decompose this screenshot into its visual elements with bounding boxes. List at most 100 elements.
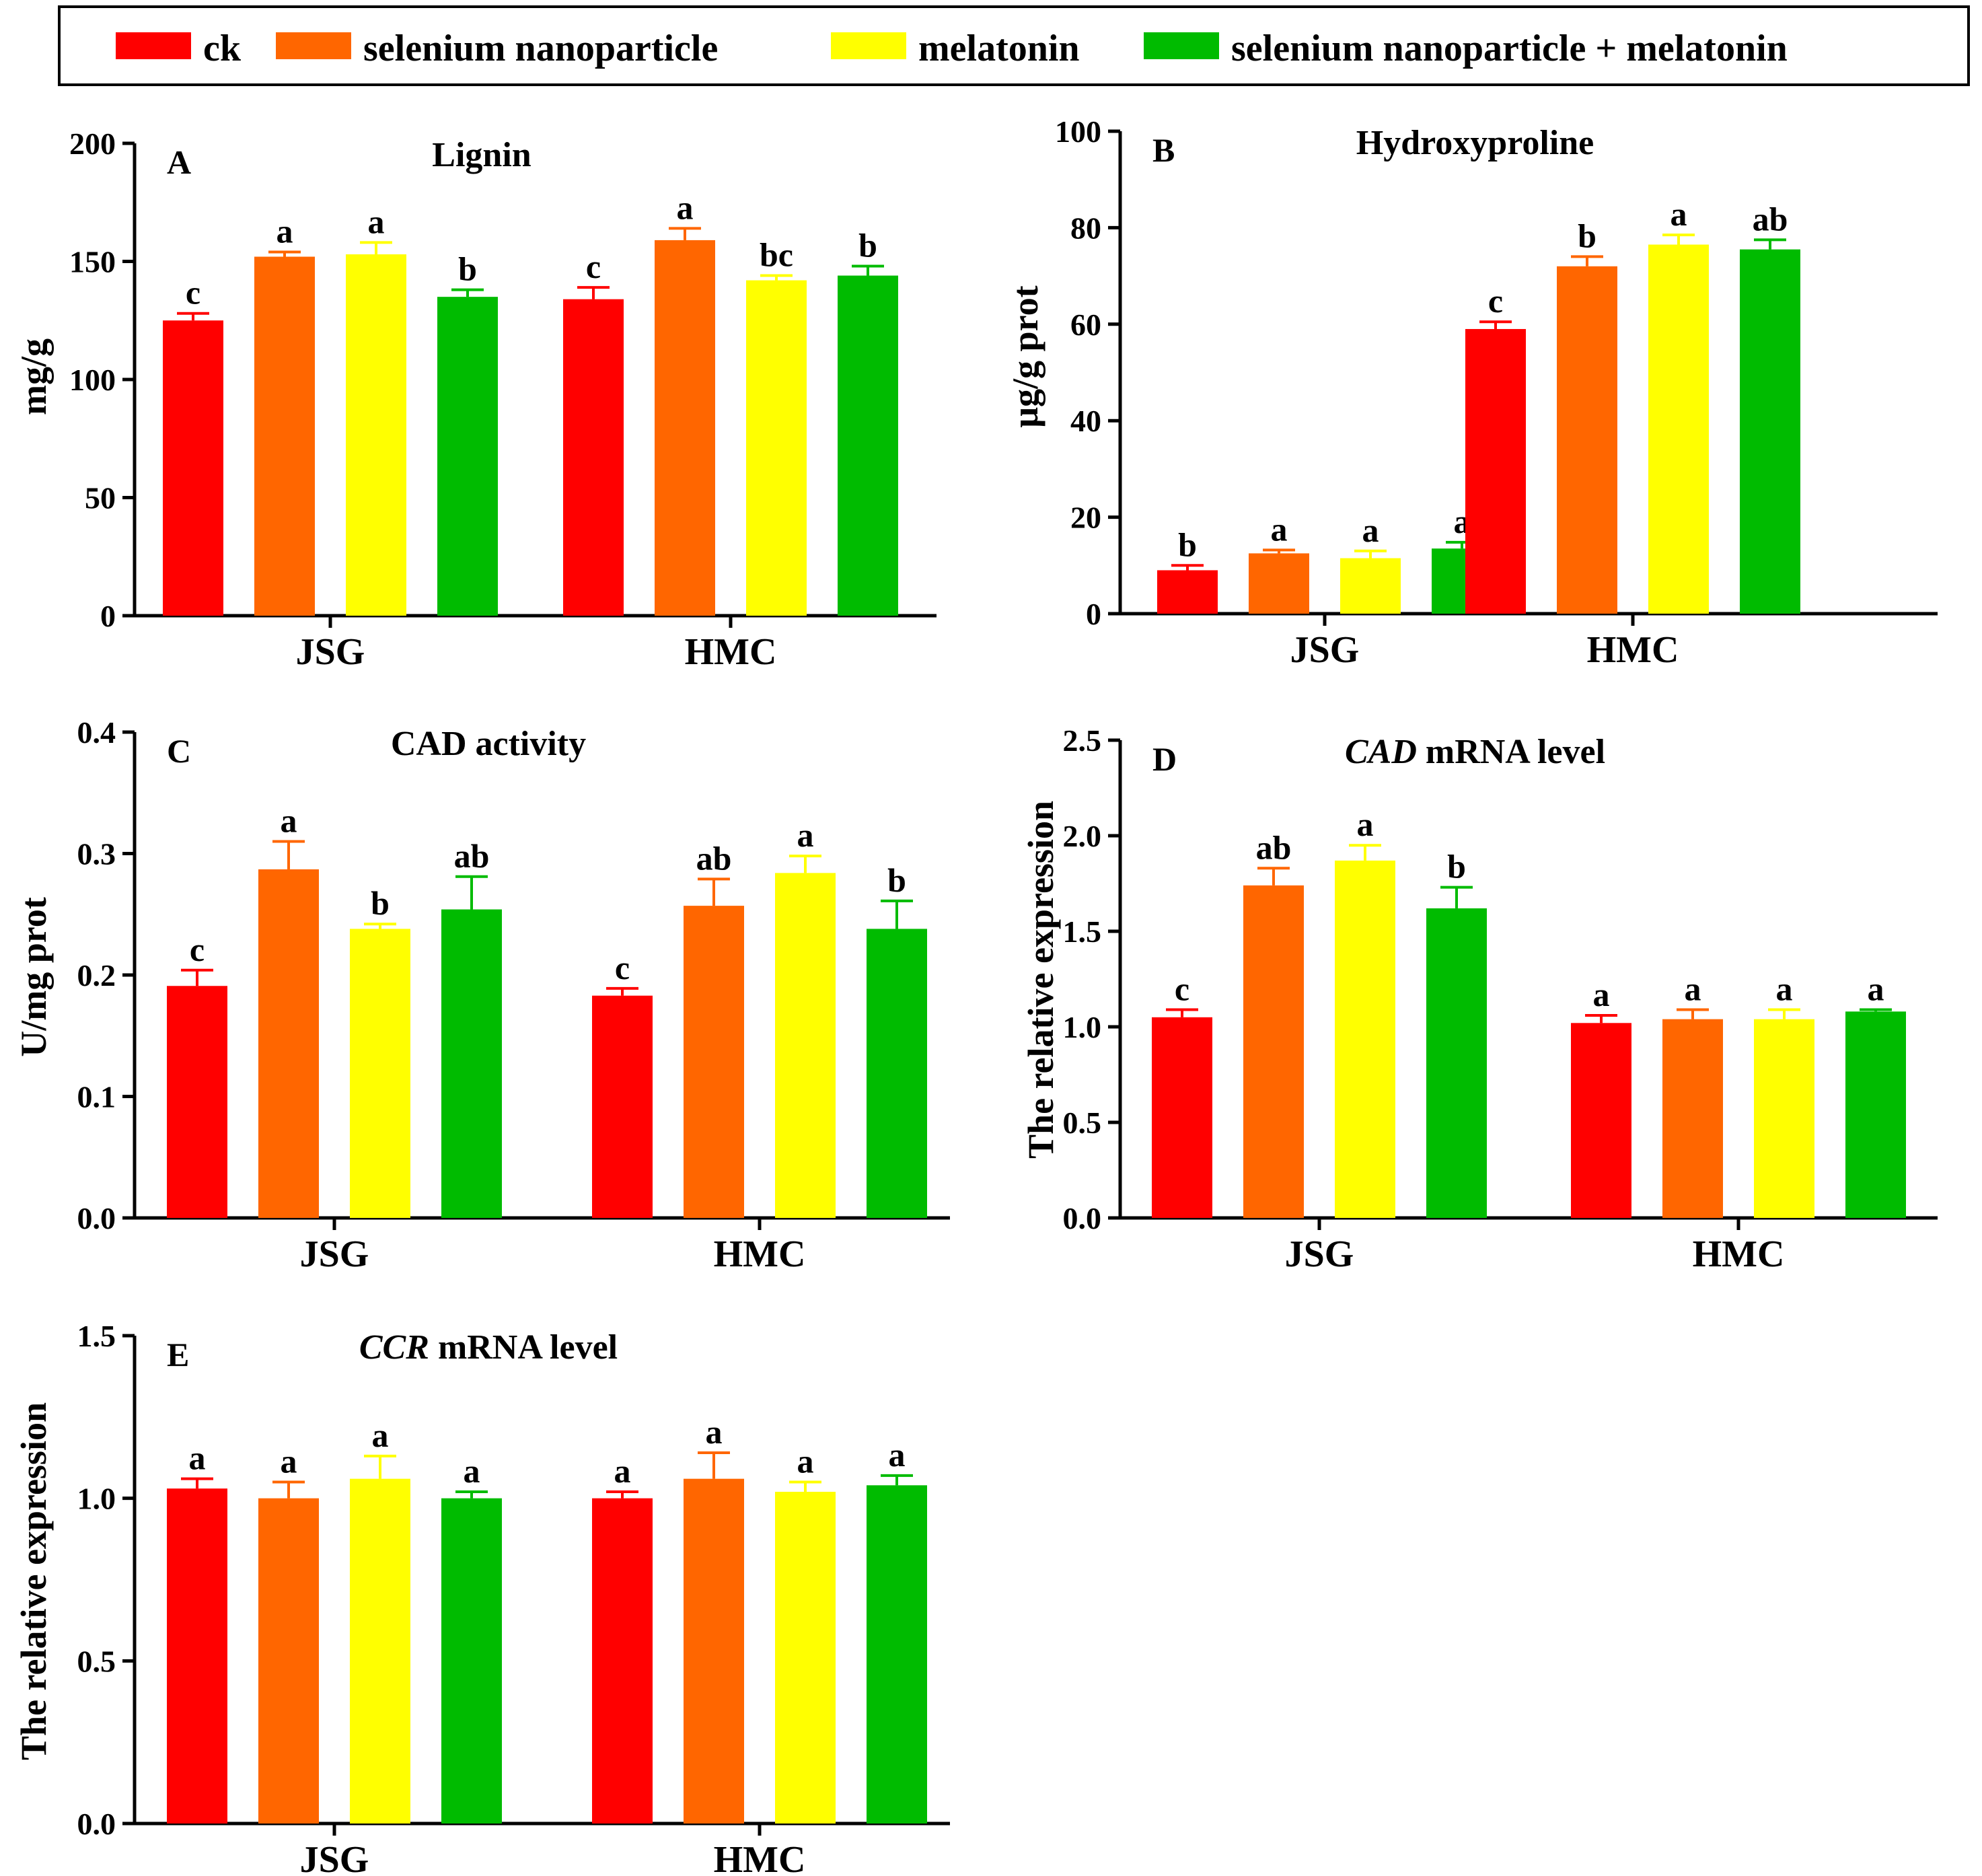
y-tick-label: 0 xyxy=(1086,597,1101,631)
chart-title: Lignin xyxy=(432,136,531,174)
panel-letter: C xyxy=(167,732,191,770)
significance-label: a xyxy=(1593,976,1610,1013)
significance-label: a xyxy=(1271,510,1288,548)
significance-label: a xyxy=(614,1452,631,1490)
bar xyxy=(258,1498,319,1824)
significance-label: a xyxy=(797,816,814,854)
x-tick-label: JSG xyxy=(1285,1233,1354,1275)
panel-letter: E xyxy=(167,1336,189,1373)
legend-label-combined: selenium nanoparticle + melatonin xyxy=(1231,28,1788,69)
significance-label: b xyxy=(1578,217,1596,254)
y-tick-label: 0.5 xyxy=(77,1644,116,1678)
significance-label: b xyxy=(1447,848,1466,886)
x-tick-label: JSG xyxy=(300,1839,369,1876)
significance-label: a xyxy=(189,1439,206,1477)
chart-title-text: mRNA level xyxy=(1417,733,1605,771)
bar xyxy=(441,1498,502,1824)
bar xyxy=(1648,244,1709,614)
bar xyxy=(1152,1017,1212,1218)
bar xyxy=(684,1478,744,1824)
bar xyxy=(1157,570,1218,614)
bar xyxy=(867,929,927,1218)
significance-label: a xyxy=(797,1443,814,1480)
chart-title-text: CAD activity xyxy=(391,725,586,763)
significance-label: a xyxy=(1776,970,1793,1007)
bar xyxy=(592,1498,653,1824)
significance-label: a xyxy=(281,1443,297,1480)
y-tick-label: 1.5 xyxy=(77,1319,116,1353)
y-tick-label: 0.0 xyxy=(77,1201,116,1235)
y-axis-label: The relative expression xyxy=(1021,801,1061,1159)
chart-panel-d: 0.0 0.5 1.0 1.5 2.0 2.5 The relative expressio… xyxy=(1021,723,1938,1275)
bar xyxy=(1571,1023,1631,1218)
bar xyxy=(684,906,744,1218)
x-tick-label: JSG xyxy=(1290,629,1360,671)
bar xyxy=(1426,908,1487,1218)
y-tick-label: 1.0 xyxy=(77,1482,116,1516)
legend-swatch-combined xyxy=(1144,32,1219,59)
bar xyxy=(254,256,315,616)
x-tick-label: HMC xyxy=(1587,629,1679,671)
y-axis-label: The relative expression xyxy=(13,1402,54,1760)
legend: ck selenium nanoparticle melatonin selen… xyxy=(58,5,1970,86)
bar xyxy=(592,995,653,1218)
significance-label: b xyxy=(458,250,477,288)
bar xyxy=(350,929,410,1218)
y-tick-label: 60 xyxy=(1070,308,1101,342)
significance-label: a xyxy=(1868,970,1884,1007)
chart-title-italic: CCR xyxy=(359,1328,429,1367)
significance-label: b xyxy=(887,861,906,899)
chart-title: CAD mRNA level xyxy=(1345,733,1605,771)
chart-title-italic: CAD xyxy=(1345,733,1417,771)
significance-label: a xyxy=(277,212,293,250)
significance-label: b xyxy=(1178,526,1197,563)
panel-letter: D xyxy=(1152,740,1177,778)
significance-label: c xyxy=(586,248,601,285)
significance-label: a xyxy=(1357,805,1374,843)
bar xyxy=(775,873,836,1218)
bar xyxy=(1340,558,1401,614)
bar xyxy=(1845,1011,1906,1218)
y-tick-label: 0.0 xyxy=(1063,1201,1102,1235)
x-tick-label: HMC xyxy=(714,1839,806,1876)
significance-label: ab xyxy=(1753,200,1788,238)
x-tick-label: HMC xyxy=(685,631,777,673)
y-tick-label: 2.0 xyxy=(1063,819,1102,853)
legend-swatch-ck xyxy=(116,32,191,59)
y-tick-label: 0.0 xyxy=(77,1807,116,1841)
y-tick-label: 100 xyxy=(1055,114,1101,149)
y-tick-label: 0.3 xyxy=(77,837,116,871)
significance-label: a xyxy=(1671,195,1687,233)
bar xyxy=(346,254,406,616)
chart-title: CCR mRNA level xyxy=(359,1328,618,1367)
y-tick-label: 0.4 xyxy=(77,715,116,750)
panel-letter: B xyxy=(1152,131,1175,169)
y-tick-label: 100 xyxy=(69,363,116,397)
bar xyxy=(1754,1019,1814,1218)
bar xyxy=(838,275,898,616)
y-tick-label: 1.0 xyxy=(1063,1010,1102,1044)
significance-label: ab xyxy=(1256,828,1292,866)
y-axis-label: μg/g prot xyxy=(1005,285,1045,427)
chart-panel-a: 0 50 100 150 200 mg/g A Lignin c a a b JSG c a bc b HMC xyxy=(13,127,937,673)
significance-label: a xyxy=(889,1436,906,1474)
bar xyxy=(441,909,502,1218)
significance-label: a xyxy=(677,188,694,226)
legend-swatch-melatonin xyxy=(831,32,906,59)
legend-swatch-selenium-nanoparticle xyxy=(276,32,351,59)
legend-frame xyxy=(58,5,1970,86)
bar xyxy=(563,299,624,616)
chart-title: Hydroxyproline xyxy=(1356,124,1594,162)
significance-label: c xyxy=(190,931,205,968)
x-tick-label: HMC xyxy=(714,1233,806,1275)
y-tick-label: 50 xyxy=(85,481,116,515)
panel-letter: A xyxy=(167,143,191,181)
bar xyxy=(655,240,715,616)
x-tick-label: HMC xyxy=(1693,1233,1785,1275)
significance-label: a xyxy=(1362,511,1379,549)
y-tick-label: 2.5 xyxy=(1063,723,1102,758)
significance-label: c xyxy=(1175,970,1189,1007)
y-tick-label: 0.5 xyxy=(1063,1106,1102,1140)
y-tick-label: 150 xyxy=(69,245,116,279)
